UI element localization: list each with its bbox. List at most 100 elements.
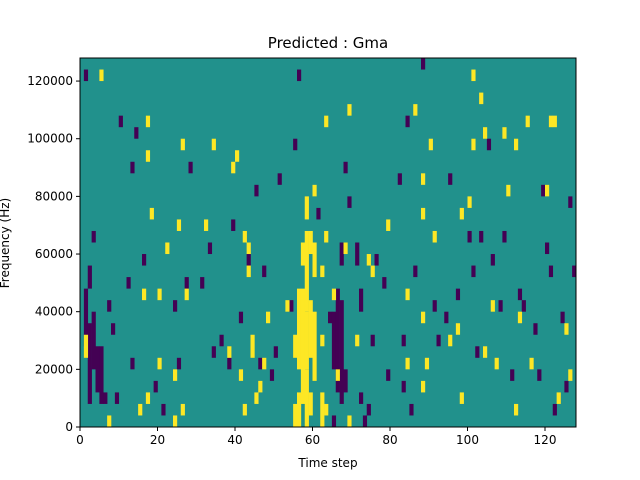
- x-axis: 0 20 40 60 80 100 120: [76, 427, 556, 447]
- heatmap-cell-high: [165, 242, 170, 255]
- heatmap-cell-high: [246, 242, 251, 255]
- heatmap-cell-high: [107, 415, 112, 427]
- heatmap-cell-high: [235, 150, 240, 162]
- heatmap-cell-high: [386, 219, 391, 231]
- heatmap-cell-high: [204, 219, 209, 231]
- heatmap-cell-high: [246, 265, 251, 278]
- heatmap-cell-low: [521, 300, 526, 312]
- heatmap-cell-low: [502, 230, 507, 243]
- heatmap-cell-low: [269, 369, 275, 381]
- heatmap-cell-high: [99, 69, 104, 82]
- heatmap-cell-high: [145, 392, 151, 404]
- heatmap-cell-high: [262, 357, 267, 370]
- heatmap-cell-low: [134, 127, 139, 139]
- chart-title: Predicted : Gma: [268, 34, 388, 52]
- heatmap-cell-low: [231, 219, 236, 231]
- heatmap-cell-low: [262, 265, 267, 278]
- heatmap-cell-low: [471, 265, 476, 278]
- heatmap-cell-high: [335, 369, 340, 381]
- heatmap-cell-high: [467, 196, 472, 208]
- x-tick-label: 120: [534, 433, 557, 447]
- heatmap-cell-high: [184, 288, 189, 301]
- heatmap-cell-low: [289, 300, 294, 312]
- heatmap-cell-low: [95, 346, 100, 393]
- heatmap-cell-low: [490, 254, 495, 266]
- heatmap-cell-high: [293, 403, 298, 427]
- heatmap-cell-high: [421, 207, 426, 220]
- heatmap-cell-low: [173, 300, 178, 312]
- heatmap-cell-high: [529, 357, 534, 370]
- heatmap-cells: [80, 58, 577, 427]
- heatmap-cell-low: [366, 403, 371, 416]
- heatmap-cell-low: [455, 288, 461, 301]
- heatmap-cell-high: [300, 311, 306, 324]
- heatmap-cell-low: [572, 265, 577, 278]
- heatmap-cell-high: [366, 254, 371, 266]
- heatmap-cell-high: [421, 380, 426, 393]
- heatmap-cell-high: [459, 392, 464, 404]
- y-tick-label: 100000: [27, 132, 73, 146]
- heatmap-cell-low: [87, 323, 92, 404]
- heatmap-cell-low: [111, 323, 116, 335]
- heatmap-cell-high: [424, 357, 430, 370]
- heatmap-cell-low: [355, 242, 360, 266]
- heatmap-cell-low: [467, 230, 472, 243]
- heatmap-cell-high: [242, 230, 247, 243]
- x-tick-label: 40: [227, 433, 242, 447]
- heatmap-cell-low: [347, 196, 352, 208]
- heatmap-cell-low: [436, 334, 441, 347]
- y-axis-label: Frequency (Hz): [0, 198, 12, 289]
- heatmap-cell-high: [227, 346, 232, 358]
- heatmap-cell-high: [231, 161, 236, 174]
- heatmap-cell-high: [552, 115, 557, 128]
- heatmap-cell-high: [157, 288, 162, 301]
- heatmap-cell-high: [211, 138, 216, 151]
- heatmap-cell-low: [176, 357, 182, 370]
- plot-frame: [79, 57, 577, 428]
- heatmap-cell-low: [548, 265, 554, 278]
- heatmap-cell-low: [432, 300, 437, 312]
- heatmap-cell-high: [304, 196, 309, 220]
- heatmap-cell-high: [421, 311, 426, 324]
- heatmap-cell-low: [184, 277, 189, 289]
- heatmap-cell-low: [370, 334, 375, 347]
- heatmap-cell-high: [173, 415, 178, 427]
- heatmap-cell-low: [118, 115, 123, 128]
- heatmap-cell-low: [498, 300, 503, 312]
- heatmap-cell-low: [413, 265, 418, 278]
- heatmap-cell-low: [382, 277, 387, 289]
- heatmap-cell-low: [475, 346, 480, 358]
- heatmap-cell-low: [227, 357, 232, 370]
- heatmap-cell-low: [142, 254, 147, 266]
- heatmap-cell-high: [173, 369, 178, 381]
- x-axis-label: Time step: [297, 456, 357, 470]
- heatmap-cell-high: [405, 288, 410, 301]
- heatmap-cell-high: [250, 334, 255, 358]
- y-tick-label: 60000: [35, 247, 73, 261]
- heatmap-cell-high: [459, 207, 464, 220]
- heatmap-cell-high: [145, 150, 151, 162]
- heatmap-cell-high: [254, 392, 259, 404]
- x-tick-label: 80: [382, 433, 397, 447]
- heatmap-cell-low: [297, 69, 302, 82]
- heatmap-cell-low: [91, 230, 96, 243]
- x-tick-label: 100: [456, 433, 479, 447]
- heatmap-cell-low: [254, 184, 259, 197]
- heatmap-cell-high: [238, 369, 244, 381]
- heatmap-cell-high: [304, 311, 309, 370]
- heatmap-cell-high: [506, 184, 511, 197]
- heatmap-cell-high: [355, 334, 360, 347]
- y-tick-label: 20000: [35, 362, 73, 376]
- heatmap-cell-high: [300, 242, 306, 266]
- heatmap-cell-low: [91, 311, 96, 370]
- heatmap-cell-high: [514, 138, 519, 151]
- heatmap-cell-high: [556, 392, 561, 404]
- heatmap-cell-high: [285, 300, 290, 312]
- heatmap-cell-high: [297, 392, 302, 427]
- heatmap-cell-low: [386, 369, 391, 381]
- heatmap-cell-high: [293, 334, 298, 358]
- heatmap-cell-high: [479, 92, 484, 105]
- heatmap-cell-high: [405, 357, 410, 370]
- heatmap-cell-high: [455, 323, 461, 335]
- heatmap-cell-high: [347, 104, 352, 116]
